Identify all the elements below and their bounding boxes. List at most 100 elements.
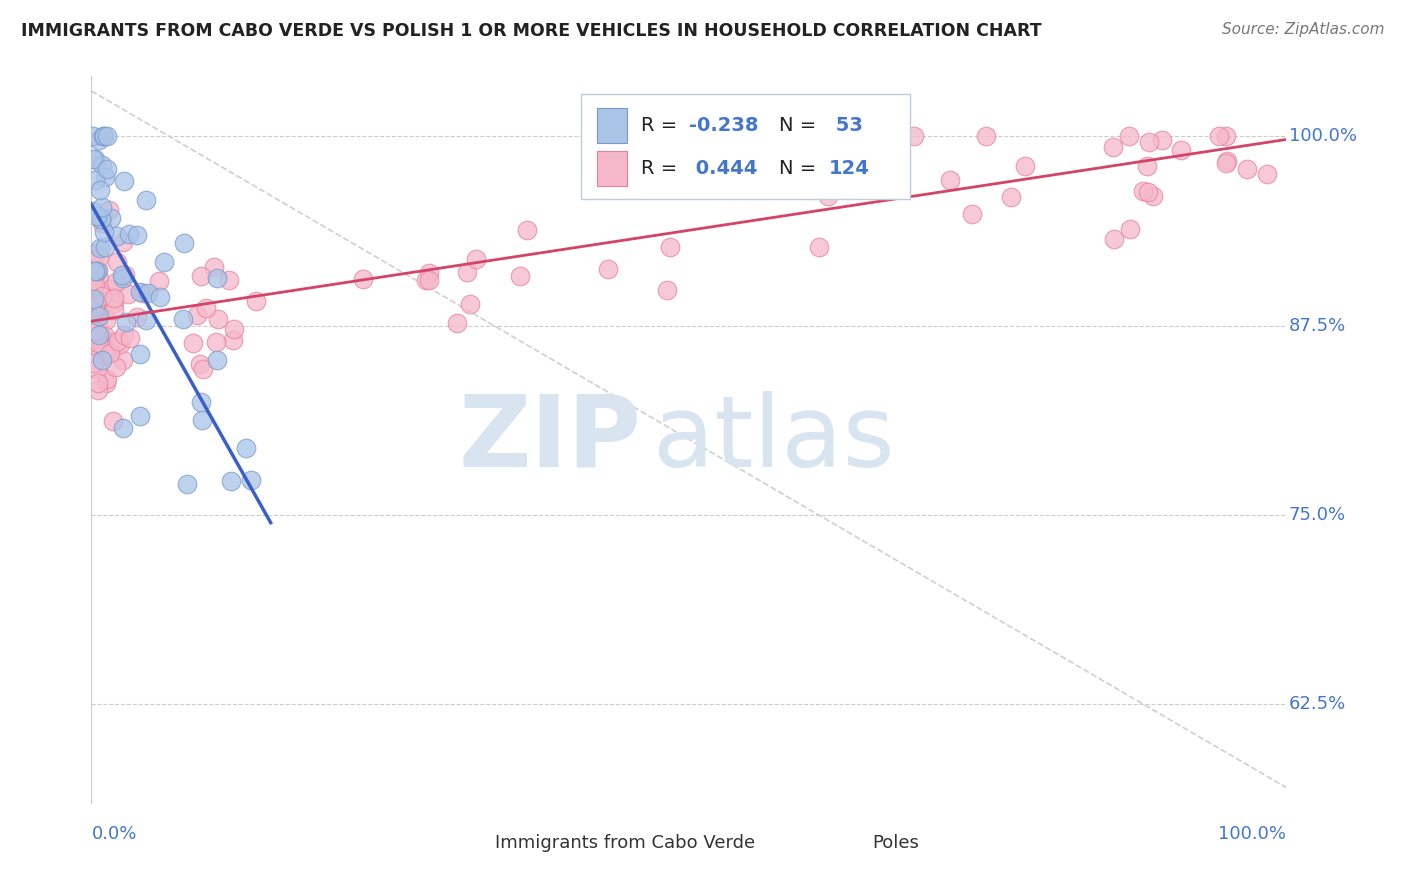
- Point: [82, 129, 104, 144]
- Point: [1170, 143, 1192, 157]
- Point: [191, 362, 214, 376]
- Text: 100.0%: 100.0%: [1289, 128, 1357, 145]
- Point: [96, 162, 118, 177]
- Point: [86, 361, 108, 376]
- Point: [90, 158, 112, 172]
- Point: [127, 310, 149, 324]
- Point: [149, 290, 172, 304]
- Point: [111, 353, 134, 368]
- Point: [90, 285, 112, 300]
- Point: [1136, 159, 1159, 173]
- Point: [138, 286, 160, 301]
- Text: Poles: Poles: [872, 834, 918, 852]
- Point: [93, 129, 115, 144]
- Point: [132, 286, 155, 301]
- Point: [90, 297, 112, 311]
- Point: [82, 324, 104, 338]
- Point: [240, 473, 263, 487]
- Text: R =: R =: [641, 160, 683, 178]
- Point: [91, 216, 114, 230]
- Point: [218, 273, 240, 287]
- Point: [1000, 190, 1022, 204]
- Point: [176, 477, 198, 491]
- Point: [1118, 129, 1140, 144]
- Point: [114, 268, 136, 283]
- Text: 124: 124: [828, 160, 870, 178]
- Point: [205, 271, 228, 285]
- Point: [651, 181, 673, 195]
- Point: [194, 301, 217, 315]
- Point: [83, 301, 105, 316]
- Point: [1137, 135, 1160, 149]
- Point: [105, 255, 128, 269]
- Point: [84, 300, 107, 314]
- Point: [103, 292, 125, 306]
- Point: [89, 333, 111, 347]
- Point: [792, 171, 814, 186]
- Point: [1132, 184, 1154, 198]
- Point: [418, 266, 440, 280]
- Point: [112, 270, 135, 285]
- Point: [148, 274, 170, 288]
- Point: [90, 211, 112, 225]
- Point: [655, 283, 678, 297]
- Point: [1236, 162, 1258, 177]
- Text: 75.0%: 75.0%: [1289, 506, 1346, 524]
- Point: [418, 272, 440, 286]
- Point: [96, 372, 118, 386]
- Point: [207, 353, 229, 368]
- Point: [86, 263, 108, 277]
- Point: [107, 334, 129, 349]
- Point: [1102, 232, 1125, 246]
- Point: [84, 267, 107, 281]
- Point: [207, 311, 229, 326]
- Point: [82, 328, 104, 343]
- Point: [352, 272, 374, 286]
- Point: [86, 335, 108, 350]
- Point: [446, 316, 468, 330]
- Text: N =: N =: [779, 116, 823, 135]
- Text: R =: R =: [641, 116, 683, 135]
- Point: [1102, 140, 1125, 154]
- Point: [89, 300, 111, 314]
- Point: [82, 275, 104, 289]
- Text: 87.5%: 87.5%: [1289, 317, 1346, 334]
- Point: [181, 336, 204, 351]
- Point: [89, 304, 111, 318]
- Point: [84, 298, 107, 312]
- Point: [875, 180, 897, 194]
- FancyBboxPatch shape: [598, 152, 627, 186]
- Point: [1142, 189, 1164, 203]
- Point: [1208, 129, 1230, 144]
- Point: [235, 441, 257, 455]
- Point: [596, 262, 619, 277]
- Text: 0.444: 0.444: [689, 160, 758, 178]
- Point: [222, 334, 245, 348]
- Point: [84, 153, 107, 167]
- Point: [84, 301, 107, 316]
- Point: [939, 172, 962, 186]
- Point: [89, 133, 111, 147]
- Point: [82, 280, 104, 294]
- Point: [1119, 222, 1142, 236]
- Point: [817, 189, 839, 203]
- Point: [128, 347, 150, 361]
- Point: [456, 265, 478, 279]
- Point: [87, 351, 110, 365]
- Point: [93, 170, 115, 185]
- Point: [90, 212, 112, 227]
- Point: [1216, 154, 1239, 169]
- Point: [100, 211, 122, 225]
- Text: N =: N =: [779, 160, 823, 178]
- Point: [83, 289, 105, 303]
- Point: [118, 330, 141, 344]
- Point: [87, 376, 110, 390]
- Point: [1215, 155, 1237, 169]
- Point: [82, 296, 104, 310]
- Point: [190, 268, 212, 283]
- Point: [974, 129, 997, 144]
- Point: [96, 129, 118, 144]
- Point: [135, 193, 157, 207]
- Point: [118, 227, 141, 242]
- Point: [111, 268, 134, 283]
